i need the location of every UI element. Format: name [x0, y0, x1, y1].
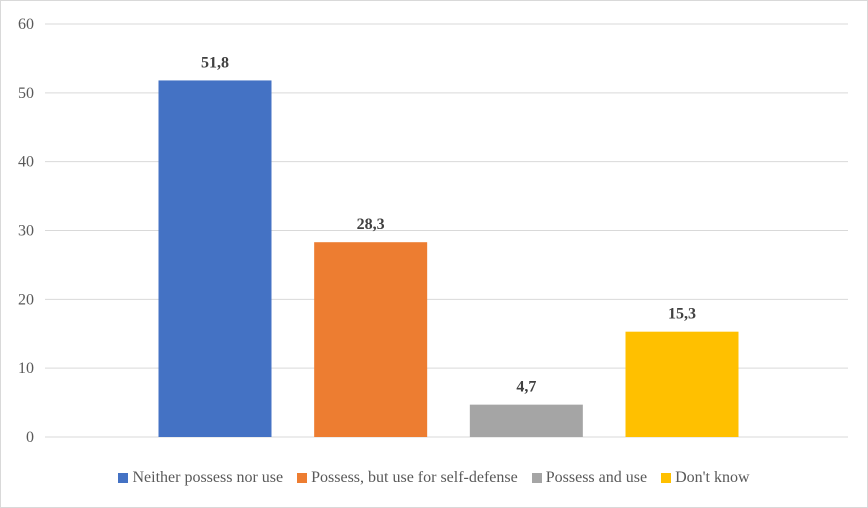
- bar: [158, 80, 272, 438]
- legend-swatch: [531, 473, 542, 483]
- y-tick-label: 50: [18, 85, 34, 102]
- legend-label: Possess and use: [545, 469, 648, 486]
- data-label: 4,7: [516, 379, 536, 396]
- legend-label: Don't know: [675, 469, 750, 486]
- legend-swatch: [297, 473, 308, 483]
- data-label: 28,3: [357, 216, 385, 233]
- legend-item: Possess, but use for self-defense: [297, 469, 518, 487]
- bar: [625, 331, 739, 437]
- bar: [314, 242, 428, 437]
- y-tick-label: 40: [18, 154, 34, 171]
- legend-swatch: [118, 473, 129, 483]
- y-axis-ticks: 0 10 20 30 40 50 60: [18, 16, 34, 446]
- y-tick-label: 60: [18, 16, 34, 33]
- y-tick-label: 0: [26, 429, 34, 446]
- legend-item: Possess and use: [531, 469, 648, 487]
- bars: [158, 80, 739, 438]
- legend-swatch: [661, 473, 672, 483]
- legend-label: Neither possess nor use: [132, 469, 284, 486]
- y-tick-label: 30: [18, 223, 34, 240]
- data-label: 51,8: [201, 54, 229, 71]
- y-tick-label: 20: [18, 291, 34, 308]
- data-labels: 51,8 28,3 4,7 15,3: [201, 54, 696, 395]
- legend-item: Neither possess nor use: [118, 469, 283, 487]
- legend-label: Possess, but use for self-defense: [311, 469, 518, 486]
- data-label: 15,3: [668, 306, 696, 323]
- y-tick-label: 10: [18, 360, 34, 377]
- legend-item: Don't know: [661, 469, 750, 487]
- legend: Neither possess nor use Possess, but use …: [0, 466, 868, 490]
- bar: [469, 404, 583, 437]
